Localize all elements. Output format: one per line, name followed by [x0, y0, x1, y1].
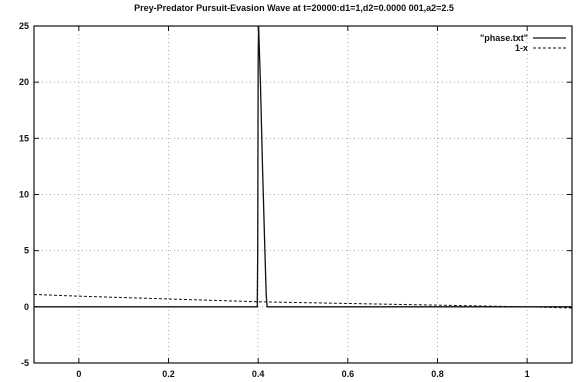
y-tick-label: 10 [19, 190, 29, 200]
x-tick-label: 0 [76, 369, 81, 379]
chart-title: Prey-Predator Pursuit-Evasion Wave at t=… [134, 3, 454, 13]
legend-label: 1-x [515, 43, 528, 53]
axis-layer: -5 0 5 10 15 20 25 0 0.2 0.4 0.6 0.8 1 [19, 21, 572, 379]
legend: "phase.txt"1-x [480, 33, 566, 53]
x-tick-label: 0.4 [252, 369, 265, 379]
y-tick-label: 0 [24, 302, 29, 312]
legend-label: "phase.txt" [480, 33, 528, 43]
x-tick-label: 1 [525, 369, 530, 379]
x-tick-label: 0.2 [162, 369, 175, 379]
x-tick-label: 0.6 [342, 369, 355, 379]
grid-layer [34, 26, 572, 363]
y-tick-label: 15 [19, 133, 29, 143]
series-layer [33, 25, 573, 309]
x-tick-label: 0.8 [431, 369, 444, 379]
y-tick-label: -5 [21, 358, 29, 368]
series-line-0 [34, 25, 572, 308]
series-line-1 [33, 293, 573, 309]
y-tick-label: 20 [19, 77, 29, 87]
y-tick-label: 25 [19, 21, 29, 31]
y-tick-label: 5 [24, 246, 29, 256]
